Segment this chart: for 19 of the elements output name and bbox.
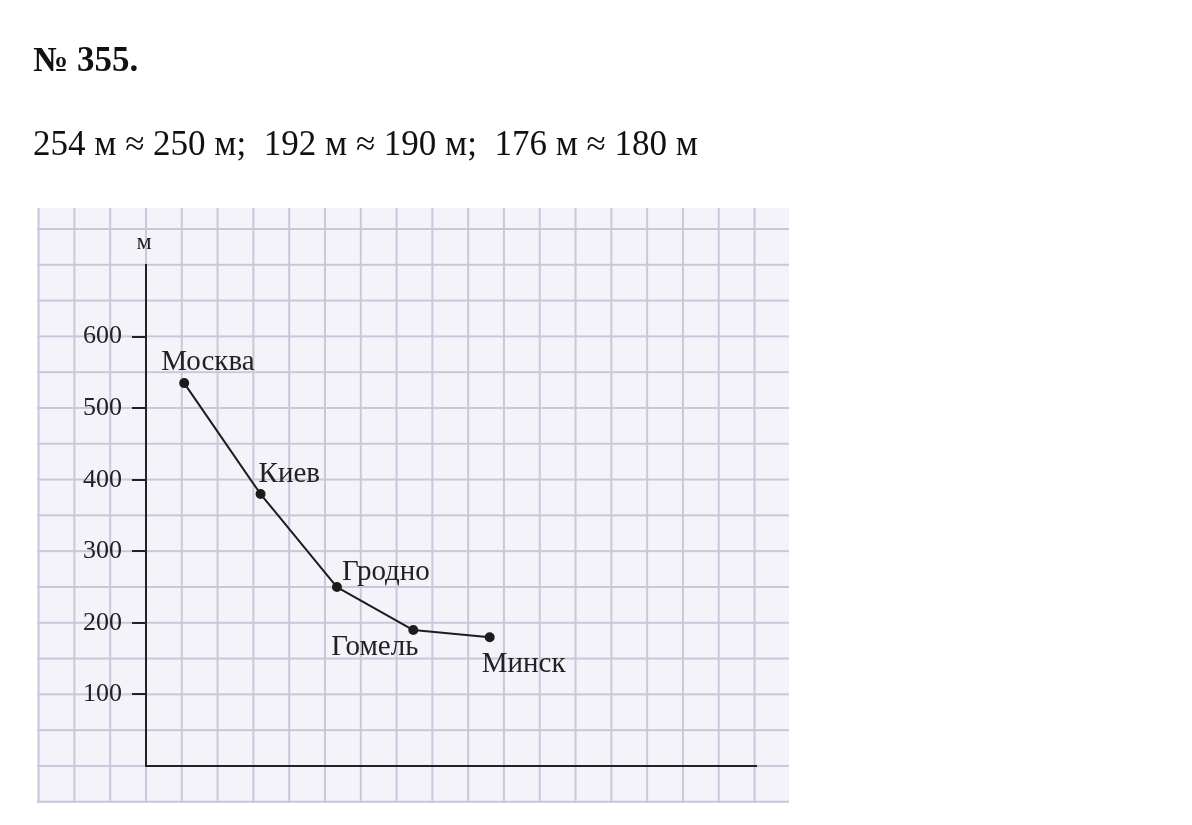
y-tick-label: 500 xyxy=(83,391,122,421)
point xyxy=(331,582,342,593)
y-tick-label: 200 xyxy=(83,606,122,636)
y-tick-label: 300 xyxy=(83,535,122,565)
annotation: Гродно xyxy=(341,554,430,587)
chart-subtitle: 254 м ≈ 250 м; 192 м ≈ 190 м; 176 м ≈ 180 м xyxy=(33,124,698,164)
point xyxy=(408,625,419,636)
annotation: Москва xyxy=(161,344,255,377)
chart-title: № 355. xyxy=(33,40,139,80)
annotation: Киев xyxy=(258,456,320,489)
point xyxy=(484,632,495,643)
y-axis-title: м xyxy=(136,228,152,254)
point xyxy=(179,378,190,389)
annotation: Гомель xyxy=(331,629,419,662)
annotation: Минск xyxy=(481,646,567,679)
y-tick-label: 600 xyxy=(83,320,122,350)
point xyxy=(255,489,266,500)
y-tick-label: 100 xyxy=(83,678,122,708)
y-tick-label: 400 xyxy=(83,463,122,493)
